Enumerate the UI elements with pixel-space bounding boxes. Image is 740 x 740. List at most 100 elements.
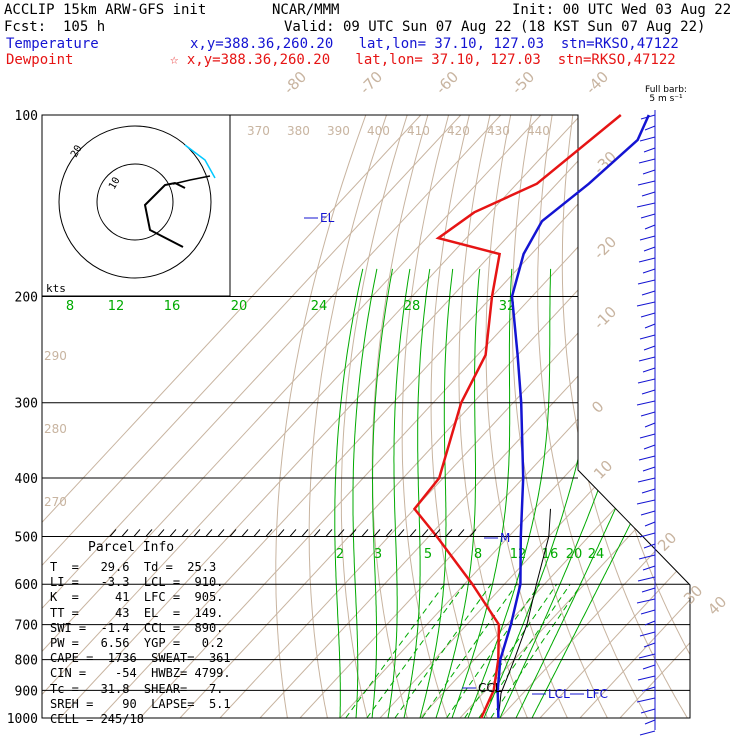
isotherm-line bbox=[619, 115, 690, 718]
isotherm-line bbox=[99, 115, 662, 718]
isotherm-line bbox=[42, 115, 462, 718]
temperature-tick-label: -10 bbox=[590, 303, 620, 333]
pressure-tick-label: 100 bbox=[15, 109, 38, 124]
wind-barb bbox=[636, 697, 656, 703]
hatch-mark bbox=[409, 529, 417, 537]
wind-barb bbox=[640, 708, 656, 714]
wind-barb bbox=[637, 576, 656, 582]
parcel-info-row: TT = 43 EL = 149. bbox=[50, 605, 224, 620]
pressure-tick-label: 300 bbox=[15, 397, 38, 412]
annotation-lfc: LFC bbox=[586, 687, 608, 701]
wind-barb bbox=[639, 235, 656, 241]
wind-barb bbox=[638, 356, 656, 362]
wind-barb bbox=[644, 422, 656, 428]
isotherm-line bbox=[299, 115, 690, 718]
wind-barb bbox=[642, 466, 656, 472]
valid-time: Valid: 09 UTC Sun 07 Aug 22 (18 KST Sun … bbox=[284, 19, 706, 35]
hodograph-box bbox=[41, 114, 231, 297]
wind-barb bbox=[639, 730, 656, 736]
hatch-mark bbox=[289, 529, 297, 537]
hodograph-trace-top bbox=[184, 144, 216, 179]
wind-barb bbox=[643, 444, 656, 450]
moist-adiabat-line bbox=[352, 268, 378, 718]
hatch-mark bbox=[181, 529, 189, 537]
mixing-ratio-line bbox=[394, 583, 492, 718]
pressure-tick-label: 1000 bbox=[7, 712, 38, 727]
wind-barb bbox=[641, 488, 656, 494]
init-time: Init: 00 UTC Wed 03 Aug 22 bbox=[512, 2, 732, 18]
theta-side-label: 270 bbox=[44, 495, 67, 509]
pressure-tick-label: 600 bbox=[15, 578, 38, 593]
wind-barb bbox=[640, 114, 656, 120]
pressure-tick-label: 700 bbox=[15, 619, 38, 634]
moist-adiabat-line bbox=[403, 268, 431, 718]
dry-adiabat-line bbox=[718, 115, 740, 718]
hatch-mark bbox=[193, 529, 201, 537]
parcel-line bbox=[497, 508, 551, 719]
isotherm-line bbox=[259, 115, 690, 718]
wind-barb bbox=[643, 642, 656, 648]
wind-barb bbox=[638, 257, 656, 263]
dry-adiabat-line bbox=[371, 115, 429, 718]
parcel-info-row: T = 29.6 Td = 25.3 bbox=[50, 560, 217, 574]
wind-barb-key: Full barb: 5 m s⁻¹ bbox=[645, 85, 687, 104]
temperature-tick-label: 0 bbox=[588, 397, 607, 416]
wind-barb bbox=[636, 598, 656, 604]
hatch-mark bbox=[373, 529, 381, 537]
wind-barb bbox=[640, 510, 656, 516]
hodograph-units: kts bbox=[46, 282, 66, 295]
parcel-info-row: SREH = 90 LAPSE= 5.1 bbox=[50, 696, 231, 711]
theta-label: 390 bbox=[327, 124, 350, 138]
dry-adiabat-line bbox=[653, 115, 690, 718]
wind-barb bbox=[641, 191, 656, 197]
hatch-mark bbox=[445, 529, 453, 537]
mixing-ratio-lower-label: 16 bbox=[542, 547, 559, 562]
forecast-hour: Fcst: 105 h bbox=[4, 19, 106, 35]
hatch-mark bbox=[469, 529, 477, 537]
dry-adiabat-line bbox=[275, 115, 367, 718]
moist-adiabat-line bbox=[515, 268, 690, 718]
temperature-tick-label: -30 bbox=[590, 148, 620, 178]
wind-barb bbox=[641, 290, 656, 296]
hatch-mark bbox=[205, 529, 213, 537]
parcel-info-row: SWI = -1.4 CCL = 890. bbox=[50, 620, 224, 635]
dry-adiabat-line bbox=[511, 115, 608, 718]
mixing-ratio-line bbox=[464, 583, 558, 718]
moist-adiabat-line bbox=[371, 268, 393, 718]
wind-barb bbox=[644, 323, 656, 329]
dry-adiabat-line bbox=[561, 115, 688, 718]
theta-label: 420 bbox=[447, 124, 470, 138]
annotation-el: EL bbox=[320, 211, 335, 225]
hatch-mark bbox=[265, 529, 273, 537]
temperature-tick-label: -40 bbox=[582, 68, 612, 98]
wind-barb bbox=[636, 202, 656, 208]
dry-adiabat-line bbox=[631, 115, 690, 718]
dry-adiabat-line bbox=[609, 115, 690, 718]
temperature-legend: Temperature bbox=[6, 36, 99, 52]
pressure-tick-label: 800 bbox=[15, 654, 38, 669]
mixing-ratio-lower-label: 12 bbox=[510, 547, 527, 562]
isotherm-line bbox=[419, 115, 690, 718]
isotherm-line bbox=[42, 115, 502, 718]
parcel-info-row: K = 41 LFC = 905. bbox=[50, 590, 224, 605]
mixing-ratio-lower-label: 24 bbox=[588, 547, 605, 562]
parcel-info-title: Parcel Info bbox=[88, 540, 175, 555]
dry-adiabat-line bbox=[675, 115, 690, 718]
temperature-line bbox=[496, 114, 650, 719]
model-title: ACCLIP 15km ARW-GFS init bbox=[4, 2, 207, 18]
hatch-mark bbox=[229, 529, 237, 537]
hatch-mark bbox=[421, 529, 429, 537]
moist-adiabat-line bbox=[451, 268, 513, 718]
wind-barb bbox=[637, 279, 656, 285]
theta-label: 400 bbox=[367, 124, 390, 138]
parcel-info-row: PW = 6.56 YGP = 0.2 bbox=[50, 636, 224, 650]
wind-barb bbox=[636, 400, 656, 406]
theta-label: 410 bbox=[407, 124, 430, 138]
hatch-mark bbox=[241, 529, 249, 537]
parcel-info-row: CIN = -54 HWBZ= 4799. bbox=[50, 666, 231, 681]
wind-barb bbox=[642, 367, 656, 373]
theta-label: 380 bbox=[287, 124, 310, 138]
dewpoint-location: ☆ x,y=388.36,260.20 lat,lon= 37.10, 127.… bbox=[170, 52, 676, 68]
theta-side-label: 290 bbox=[44, 349, 67, 363]
